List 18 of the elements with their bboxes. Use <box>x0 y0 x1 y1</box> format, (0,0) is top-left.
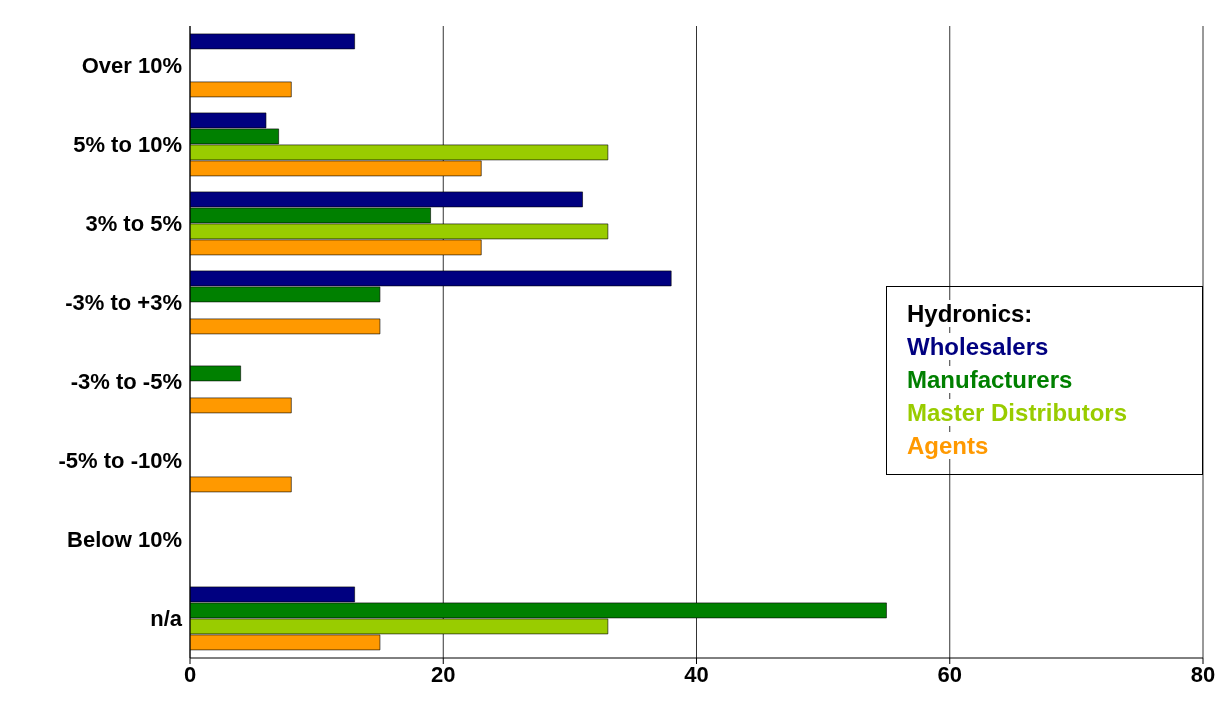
y-tick-label: Below 10% <box>67 527 182 553</box>
x-tick-label: 40 <box>684 661 709 687</box>
y-tick-label: Over 10% <box>81 53 182 79</box>
text: Wholesalers <box>907 333 1049 360</box>
x-tick-label: 60 <box>937 661 962 687</box>
legend-title: Hydronics: <box>907 300 1033 327</box>
x-tick-label: 80 <box>1190 661 1216 687</box>
y-tick-label: -3% to -5% <box>70 369 182 395</box>
y-tick-label: -3% to +3% <box>65 290 182 316</box>
text: Master Distributors <box>907 399 1128 426</box>
y-tick-label: -5% to -10% <box>58 448 182 474</box>
text: Agents <box>907 432 989 459</box>
y-tick-label: 3% to 5% <box>85 211 182 237</box>
x-tick-label: 20 <box>431 661 456 687</box>
text: Manufacturers <box>907 366 1073 393</box>
x-tick-label: 0 <box>183 661 197 687</box>
y-tick-label: n/a <box>150 606 183 632</box>
y-tick-label: 5% to 10% <box>73 132 182 158</box>
